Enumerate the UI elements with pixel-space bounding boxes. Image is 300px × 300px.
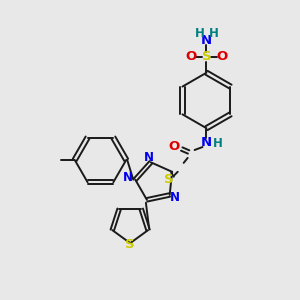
Text: O: O [168,140,179,152]
Text: H: H [212,136,222,150]
Text: S: S [202,50,211,63]
Text: H: H [195,27,205,40]
Text: H: H [208,27,218,40]
Text: O: O [185,50,196,63]
Text: S: S [164,173,174,186]
Text: N: N [201,34,212,46]
Text: N: N [123,171,133,184]
Text: N: N [201,136,212,148]
Text: N: N [144,151,154,164]
Text: O: O [217,50,228,63]
Text: N: N [169,191,180,204]
Text: S: S [125,238,135,250]
